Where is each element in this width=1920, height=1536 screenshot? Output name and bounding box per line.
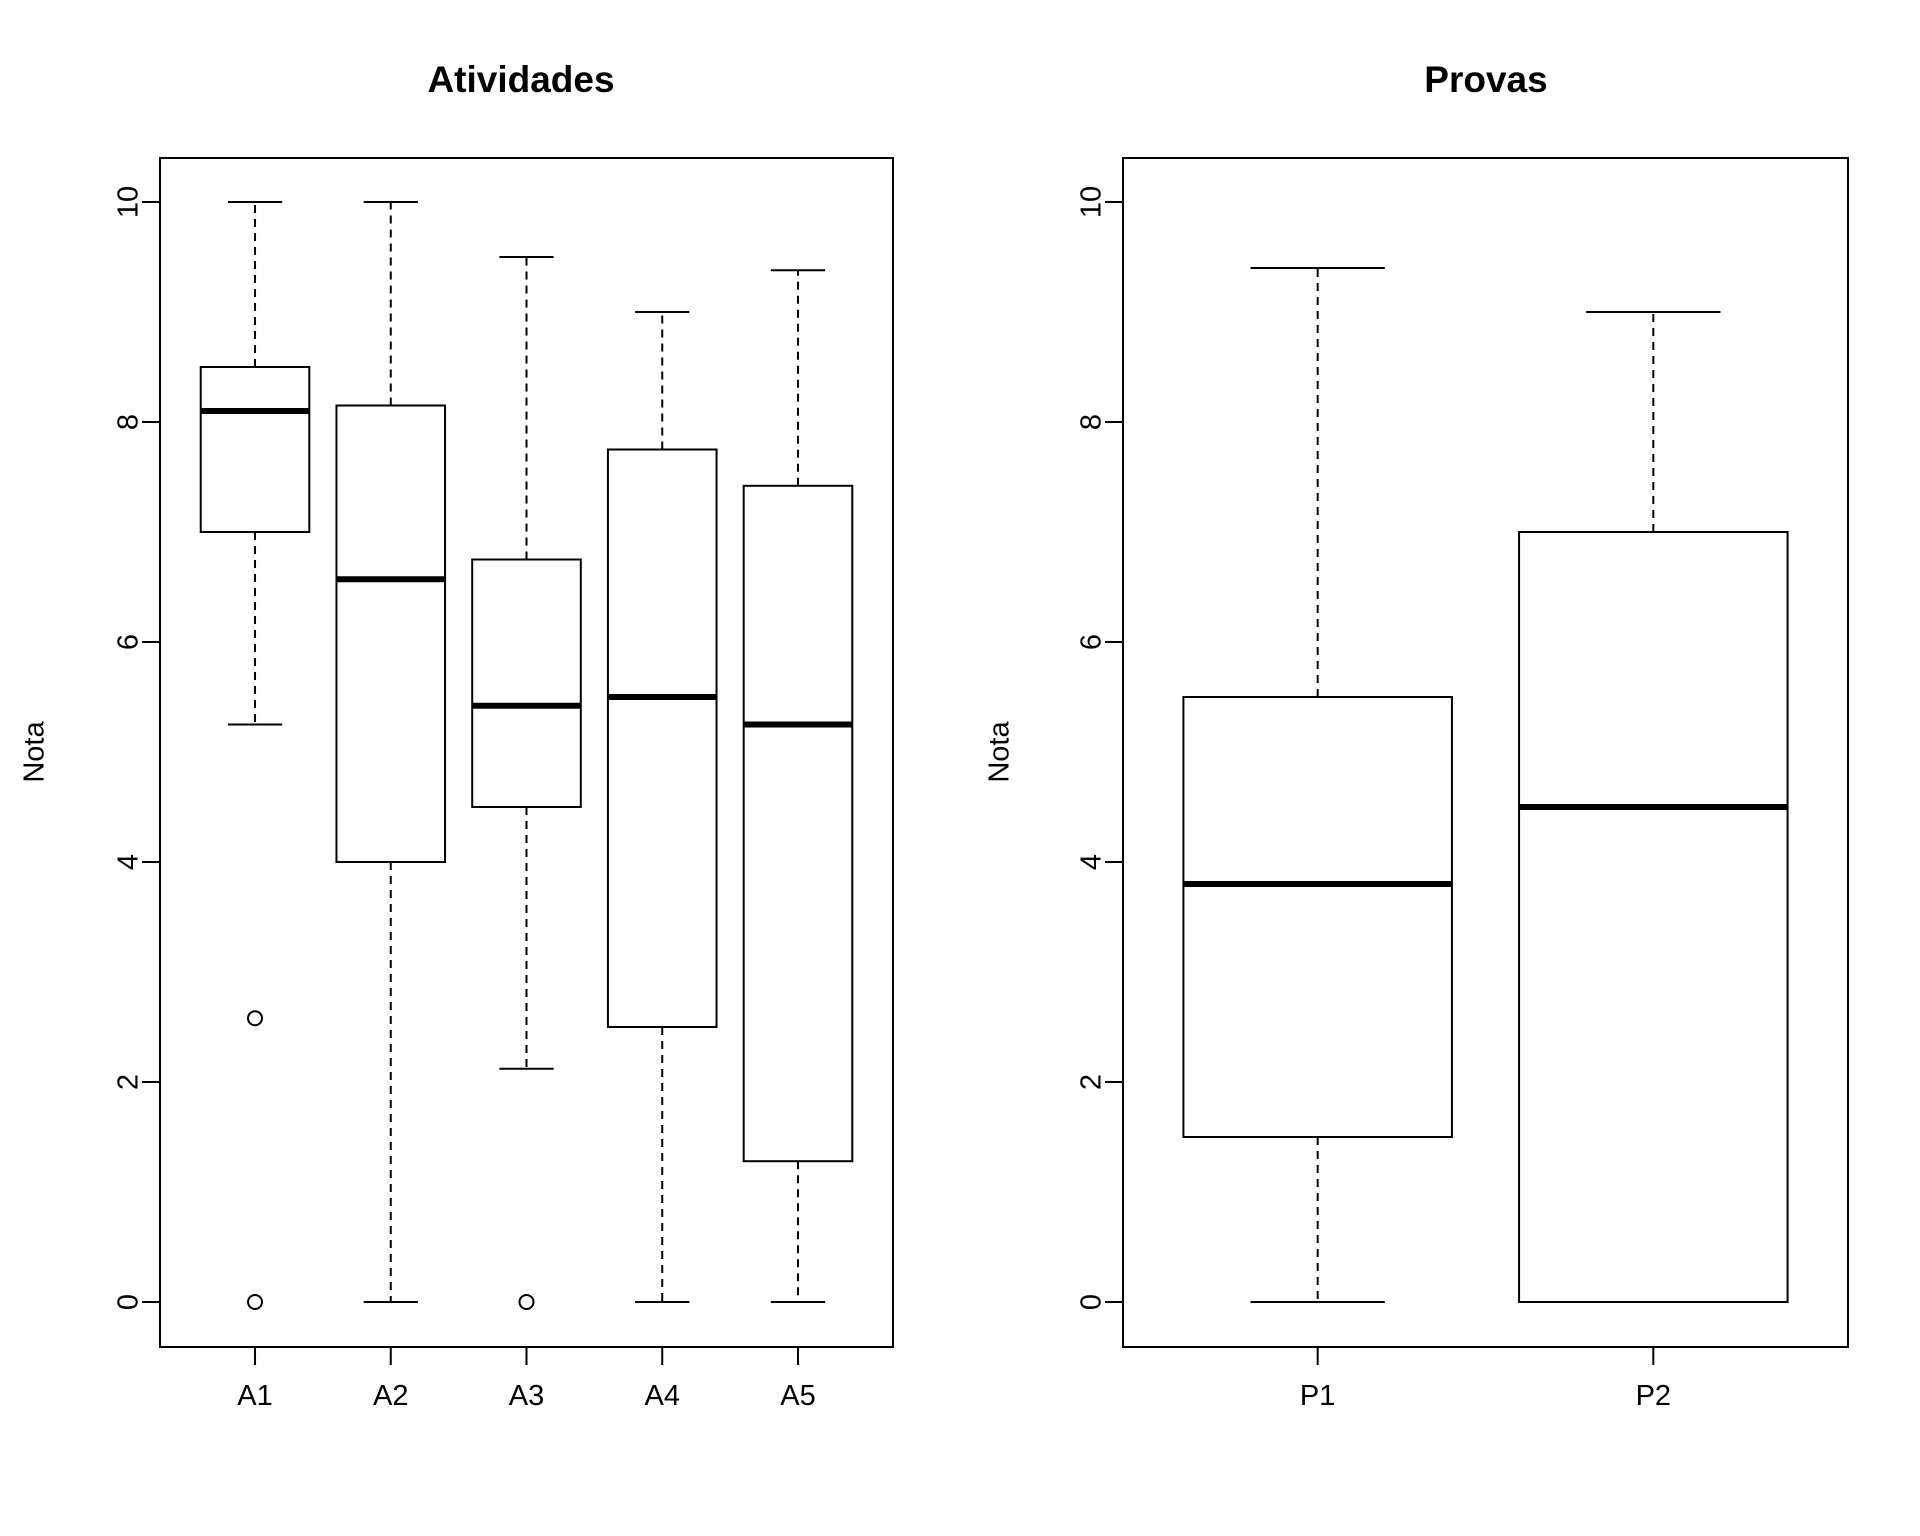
box-a5 <box>742 269 854 1303</box>
y-tick-label: 6 <box>113 634 145 650</box>
y-tick-label: 8 <box>113 414 145 430</box>
x-tick-label: P1 <box>1300 1380 1335 1412</box>
x-tick-label: A3 <box>509 1380 544 1412</box>
y-tick-label: 4 <box>113 854 145 870</box>
plot-frame <box>1122 157 1849 1348</box>
y-axis: 0 2 4 6 8 10 <box>113 186 160 1310</box>
y-tick-label: 10 <box>113 186 145 218</box>
y-tick-label: 0 <box>113 1294 145 1310</box>
x-tick-label: A4 <box>644 1380 679 1412</box>
y-axis-label: Nota <box>984 721 1016 783</box>
x-tick-label: A1 <box>237 1380 272 1412</box>
y-tick-label: 6 <box>1076 634 1108 650</box>
outlier-point <box>247 1294 264 1310</box>
x-tick-label: P2 <box>1636 1380 1671 1412</box>
box-iqr <box>606 448 718 1028</box>
box-a1 <box>199 201 311 1310</box>
outlier-point <box>518 1294 535 1310</box>
outlier-point <box>247 1010 264 1027</box>
chart-title: Provas <box>1424 59 1547 100</box>
y-tick-label: 10 <box>1076 186 1108 218</box>
x-tick-label: A2 <box>373 1380 408 1412</box>
box-iqr <box>471 558 582 808</box>
y-tick-label: 2 <box>1076 1074 1108 1090</box>
y-tick-label: 2 <box>113 1074 145 1090</box>
x-axis: A1 A2 A3 A4 A5 <box>237 1347 816 1412</box>
box-iqr <box>335 404 447 863</box>
x-tick-label: A5 <box>780 1380 815 1412</box>
y-axis-label: Nota <box>19 721 51 783</box>
box-a3 <box>471 256 582 1310</box>
box-p1 <box>1182 267 1453 1303</box>
chart-title: Atividades <box>427 59 614 100</box>
chart-panel-1: Atividades 0 2 4 6 8 10 Nota A1 A2 A3 A4 A5 <box>19 59 894 1412</box>
y-axis: 0 2 4 6 8 10 <box>1076 186 1123 1310</box>
y-tick-label: 0 <box>1076 1294 1108 1310</box>
box-iqr <box>1518 531 1789 1303</box>
box-a4 <box>606 311 718 1303</box>
y-tick-label: 8 <box>1076 414 1108 430</box>
x-axis: P1 P2 <box>1300 1347 1671 1412</box>
box-iqr <box>1182 696 1453 1138</box>
chart-panels: Atividades 0 2 4 6 8 10 Nota A1 A2 A3 A4 A5 Provas 0 2 4… <box>19 59 1849 1412</box>
box-iqr <box>742 484 854 1163</box>
box-a2 <box>335 201 447 1303</box>
chart-panel-2: Provas 0 2 4 6 8 10 Nota P1 P2 <box>984 59 1849 1412</box>
box-iqr <box>199 366 311 533</box>
y-tick-label: 4 <box>1076 854 1108 870</box>
box-p2 <box>1518 311 1789 1303</box>
